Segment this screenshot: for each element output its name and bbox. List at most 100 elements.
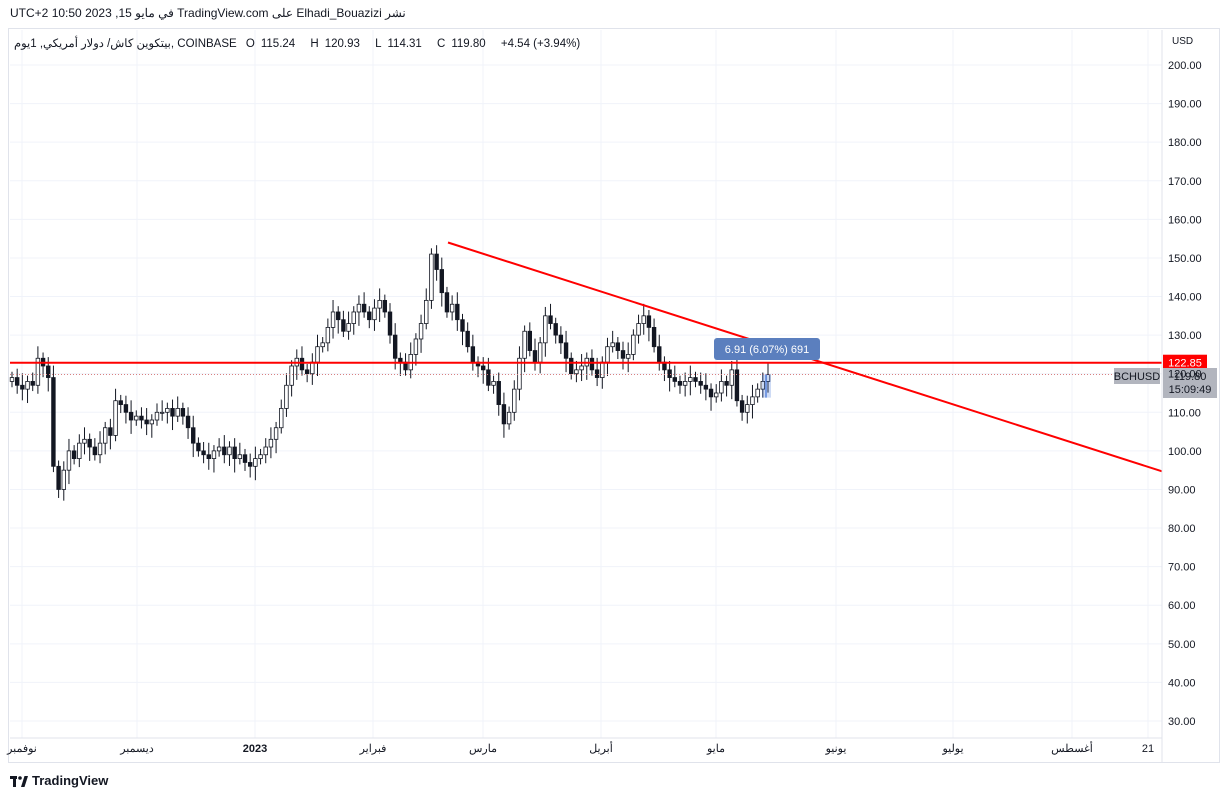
candle-body: [532, 350, 538, 363]
candle-body: [128, 411, 134, 421]
candle-body: [201, 450, 206, 456]
candle-body: [315, 346, 320, 363]
candle-body: [56, 465, 61, 490]
candle-body: [206, 454, 211, 460]
brand-text: TradingView: [32, 773, 109, 788]
candle-body: [682, 381, 688, 386]
candle-body: [724, 381, 729, 386]
candle-body: [455, 303, 460, 321]
candle-body: [66, 450, 72, 471]
candle-body: [113, 400, 118, 436]
candle-body: [387, 311, 393, 336]
candle-body: [77, 442, 82, 459]
candle-body: [325, 326, 331, 344]
candle-body: [118, 400, 123, 405]
measure-tooltip: [714, 338, 820, 360]
candle-body: [444, 292, 450, 313]
x-axis: نوفمبر ديسمبر 2023 فبراير مارس أبريل مايو يونيو…: [6, 737, 1162, 755]
candle-body: [165, 408, 170, 413]
candle-body: [232, 446, 237, 459]
candle-body: [708, 388, 714, 398]
x-tick-label: ديسمبر: [119, 743, 154, 755]
candle-body: [35, 357, 41, 386]
candle-body: [304, 369, 310, 375]
candle-body: [760, 381, 766, 390]
candle-body: [289, 365, 294, 386]
candle-body: [537, 342, 543, 363]
candle-body: [605, 346, 610, 363]
grid: [10, 30, 1162, 738]
candle-body: [273, 427, 279, 440]
candle-body: [688, 377, 693, 382]
candle-body: [693, 377, 698, 382]
candle-body: [134, 415, 139, 421]
candle-body: [227, 446, 232, 456]
candle-body: [610, 342, 615, 348]
y-tick-label: 130.00: [1168, 330, 1202, 342]
tradingview-logo[interactable]: TradingView: [10, 773, 108, 788]
level-price-tag: [1163, 354, 1207, 371]
candle-body: [310, 361, 315, 375]
candle-body: [159, 411, 165, 414]
y-tick-label: 100.00: [1168, 446, 1202, 458]
candle-body: [657, 346, 662, 363]
candle-body: [745, 404, 750, 413]
candle-body: [341, 319, 346, 332]
candle-body: [51, 377, 56, 467]
last-price-tag: [1163, 368, 1217, 398]
candle-body: [222, 446, 227, 456]
candle-body: [615, 342, 621, 351]
candle-body: [418, 323, 424, 340]
y-tick-label: 60.00: [1168, 600, 1196, 612]
candle-body: [641, 315, 646, 324]
candle-body: [522, 330, 527, 359]
candle-body: [620, 350, 626, 359]
y-tick-label: 70.00: [1168, 562, 1196, 574]
candle-body: [558, 334, 564, 344]
candle-body: [87, 438, 92, 448]
candle-body: [336, 311, 341, 321]
candle-body: [20, 384, 25, 390]
x-tick-label: 21: [1142, 743, 1154, 755]
candle-body: [9, 377, 15, 382]
last-price-text: 119.80: [1174, 371, 1207, 383]
candle-body: [71, 450, 77, 460]
candle-body: [600, 361, 605, 378]
candle-body: [631, 334, 636, 355]
candle-body: [263, 446, 268, 456]
candle-body: [284, 384, 289, 409]
candle-body: [175, 408, 180, 417]
candle-body: [569, 357, 574, 375]
candle-body: [247, 462, 253, 467]
y-tick-label: 40.00: [1168, 677, 1196, 689]
candle-body: [698, 381, 703, 386]
candle-body: [268, 438, 274, 448]
y-tick-label: 170.00: [1168, 176, 1202, 188]
candle-body: [258, 454, 263, 460]
y-tick-label: 50.00: [1168, 639, 1196, 651]
candle-body: [377, 299, 382, 309]
y-tick-label: 80.00: [1168, 523, 1196, 535]
candle-body: [25, 381, 30, 390]
y-tick-label: 90.00: [1168, 484, 1196, 496]
candle-body: [506, 411, 512, 425]
y-tick-label: 140.00: [1168, 292, 1202, 304]
candle-body: [424, 299, 429, 324]
candle-body: [382, 299, 388, 313]
currency-label: USD: [1172, 36, 1193, 47]
candle-body: [460, 319, 465, 332]
level-price-text: 122.85: [1168, 358, 1202, 370]
measure-label: 6.91 (6.07%) 691: [725, 344, 809, 356]
candle-body: [517, 357, 522, 390]
candle-body: [123, 404, 129, 413]
y-tick-label: 160.00: [1168, 214, 1202, 226]
x-tick-label: فبراير: [359, 743, 387, 755]
candle-body: [434, 253, 439, 270]
close-value: C 119.80: [437, 38, 486, 50]
y-tick-label: 110.00: [1168, 407, 1201, 419]
candle-body: [491, 381, 496, 386]
candle-body: [563, 342, 569, 359]
candle-body: [677, 381, 683, 386]
